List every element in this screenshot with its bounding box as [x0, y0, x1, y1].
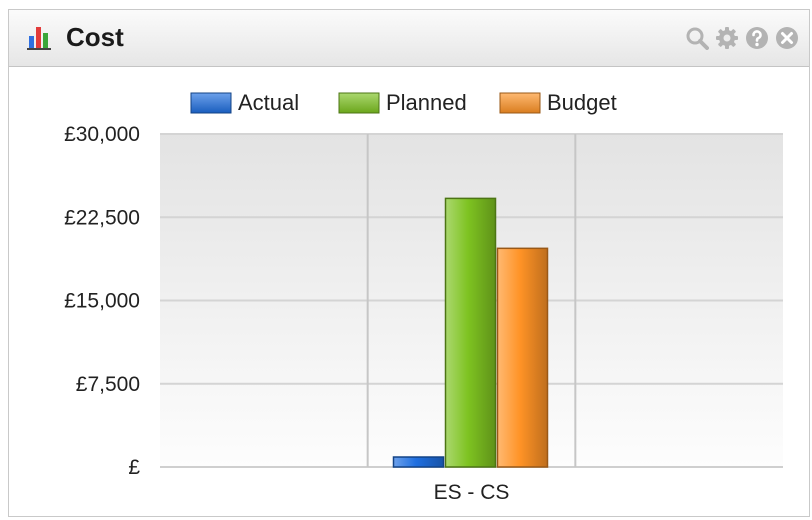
x-tick-label: ES - CS: [434, 481, 510, 504]
legend-swatch-actual: [190, 92, 232, 114]
y-tick-label: £: [128, 456, 140, 479]
search-icon[interactable]: [685, 26, 709, 50]
legend-swatch-budget: [499, 92, 541, 114]
legend-label-actual[interactable]: Actual: [238, 90, 299, 115]
widget-title: Cost: [66, 22, 124, 52]
bar-actual[interactable]: [392, 456, 445, 468]
y-tick-label: £7,500: [76, 373, 140, 396]
x-axis: ES - CS: [434, 481, 510, 504]
y-tick-label: £30,000: [64, 123, 140, 146]
chart-legend: Actual Planned Budget: [190, 90, 617, 115]
widget-toolbar: [685, 26, 799, 50]
bar-planned[interactable]: [444, 197, 497, 468]
y-tick-label: £22,500: [64, 206, 140, 229]
cost-widget: Cost: [8, 9, 810, 517]
help-icon[interactable]: [745, 26, 769, 50]
legend-swatch-planned: [338, 92, 380, 114]
bar-chart-icon: [27, 27, 51, 50]
cost-bar-chart: Actual Planned Budget £ £7,500 £15,000 £22,50…: [64, 90, 783, 504]
legend-label-planned[interactable]: Planned: [386, 90, 467, 115]
legend-label-budget[interactable]: Budget: [547, 90, 617, 115]
y-axis: £ £7,500 £15,000 £22,500 £30,000: [64, 123, 140, 479]
close-icon[interactable]: [775, 26, 799, 50]
bars: [392, 197, 549, 468]
widget-header: Cost: [9, 10, 809, 67]
gear-icon[interactable]: [715, 26, 739, 50]
y-tick-label: £15,000: [64, 290, 140, 313]
bar-budget[interactable]: [496, 247, 549, 468]
